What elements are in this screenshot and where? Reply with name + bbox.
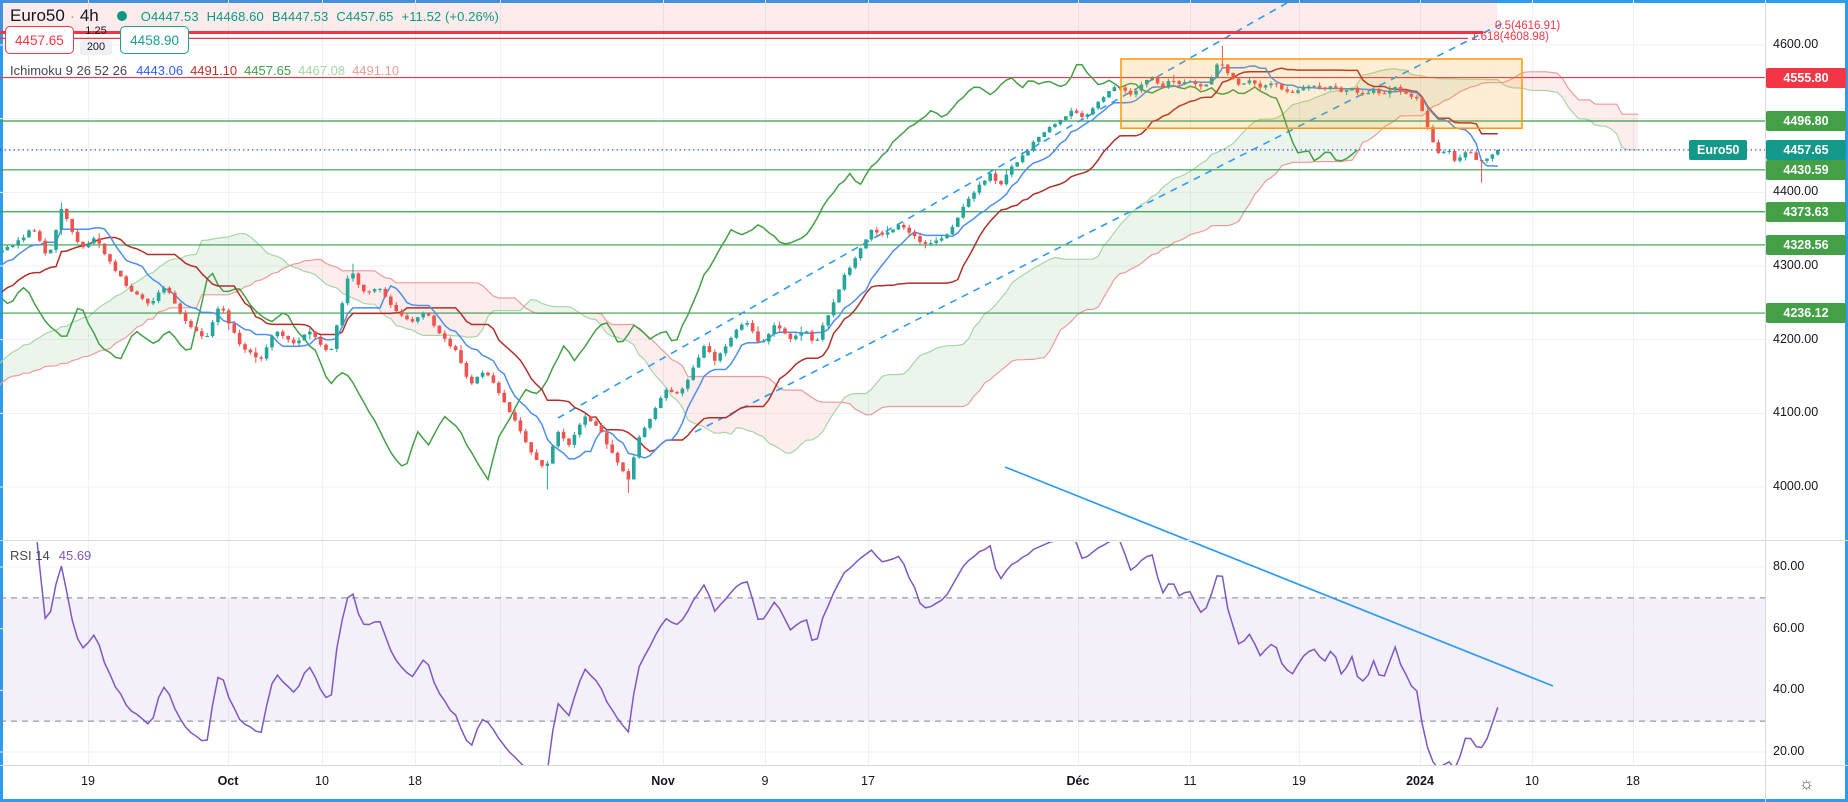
ichimoku-name: Ichimoku 9 26 52 26 [10,63,128,78]
axis-settings-icon[interactable]: ☼ [1798,774,1815,793]
price-badge-red[interactable]: 4457.65 [5,26,74,54]
rsi-legend-row[interactable]: RSI 14 45.69 [10,548,98,563]
ichimoku-base-value: 4491.10 [190,63,238,78]
rsi-name: RSI 14 [10,548,50,563]
ichimoku-leadb-value: 4491.10 [352,63,400,78]
symbol-separator: · [69,7,75,25]
ichimoku-leada-value: 4467.08 [298,63,346,78]
ma-length-pill: 200 [79,40,113,55]
high-value: H4468.60 [206,8,264,24]
open-value: O4447.53 [140,8,199,24]
close-value: C4457.65 [336,8,394,24]
indicator-mini-values: 1.25 200 [79,25,113,55]
ichimoku-lagging-value: 4457.65 [244,63,292,78]
price-badges-row: 4457.65 1.25 200 4458.90 [5,25,189,55]
interval-label[interactable]: 4h [79,6,99,25]
rsi-value: 45.69 [58,548,92,563]
price-badge-teal[interactable]: 4458.90 [120,26,189,54]
ichimoku-conversion-value: 4443.06 [136,63,184,78]
ohlc-values: O4447.53 H4468.60 B4447.53 C4457.65 +11.52 (… [141,9,507,24]
low-value: B4447.53 [271,8,329,24]
ichimoku-legend-row[interactable]: Ichimoku 9 26 52 26 4443.06 4491.10 4457.65… [10,63,406,78]
symbol-legend-row[interactable]: Euro50 · 4h O4447.53 H4468.60 B4447.53 C445… [10,6,507,26]
change-value: +11.52 (+0.26%) [401,8,499,24]
market-status-icon [116,11,127,21]
symbol-name[interactable]: Euro50 [10,6,65,25]
mini-value: 1.25 [85,25,107,37]
